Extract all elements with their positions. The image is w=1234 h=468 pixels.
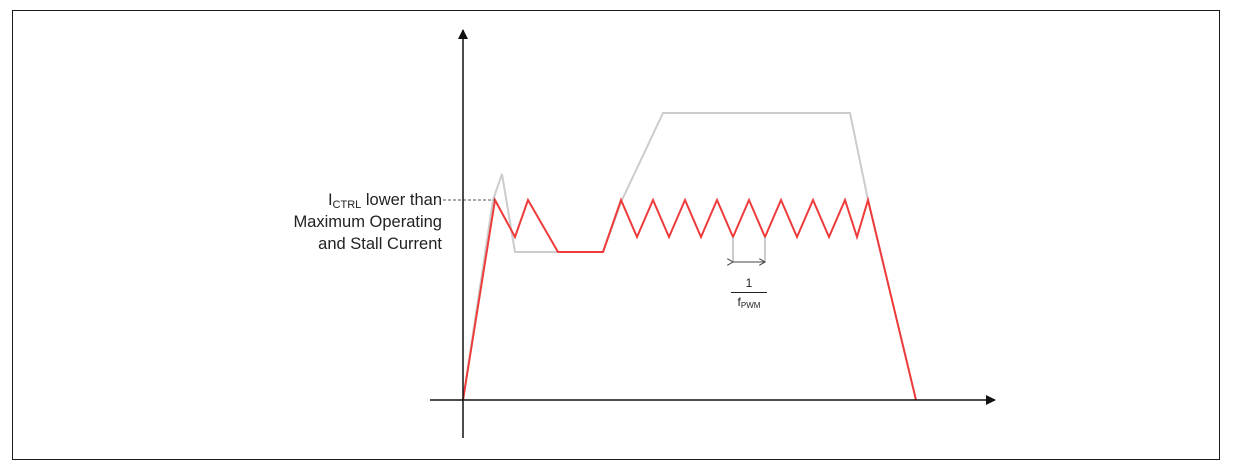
ictrl-annotation-line3: and Stall Current — [318, 235, 442, 253]
pwm-current-trace — [462, 196, 917, 401]
fpwm-subscript: PWM — [740, 301, 761, 310]
ictrl-subscript: CTRL — [332, 199, 362, 211]
ictrl-annotation-line1: ICTRL lower than — [293, 189, 442, 211]
pwm-period-label: 1 fPWM — [719, 276, 779, 310]
uncontrolled-current-trace — [462, 112, 917, 401]
fraction-bar — [731, 292, 767, 293]
period-numerator: 1 — [745, 276, 753, 290]
figure-frame — [12, 10, 1220, 460]
period-denominator: fPWM — [719, 295, 779, 310]
ictrl-symbol: I — [327, 191, 333, 209]
fpwm-symbol: f — [737, 295, 741, 309]
ictrl-annotation-line2: Maximum Operating — [293, 213, 442, 231]
ictrl-annotation: ICTRL lower than Maximum Operating and S… — [293, 189, 442, 255]
ictrl-line1-text: lower than — [361, 191, 442, 209]
